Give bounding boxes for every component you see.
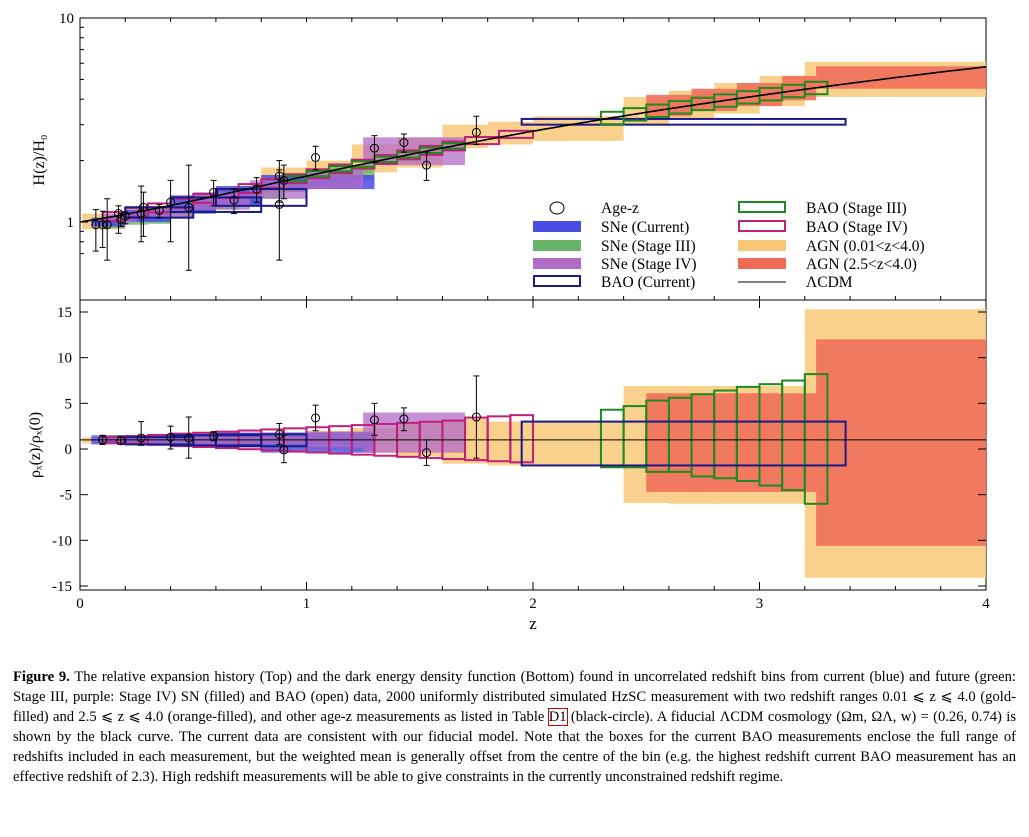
age-z-point [399, 414, 409, 424]
bao-current-box [520, 117, 847, 126]
legend-swatch-fill [533, 240, 581, 251]
bao-stage-iii-box [396, 151, 421, 159]
legend-label: BAO (Current) [601, 274, 695, 291]
age-z-point [138, 202, 148, 212]
bottom-xtick-label: 4 [982, 596, 990, 612]
x-axis-label: z [529, 614, 537, 633]
bao-stage-iii-box [418, 146, 444, 154]
age-z-point [91, 220, 101, 230]
legend-label: AGN (0.01<z<4.0) [806, 238, 925, 255]
bottom-ytick-label: -15 [52, 579, 72, 595]
age-z-point [369, 143, 379, 153]
bottom-ytick-label: -10 [52, 533, 72, 549]
age-z-point [471, 412, 481, 422]
age-z-point [154, 205, 164, 215]
age-z-point [279, 175, 289, 185]
bao-current-box [214, 188, 308, 207]
age-z-point [209, 187, 219, 197]
legend-label: SNe (Stage IV) [601, 256, 697, 273]
age-z-point [116, 436, 126, 446]
legend-label: SNe (Current) [601, 219, 689, 236]
age-z-point [311, 413, 321, 423]
legend-swatch-fill [533, 221, 581, 232]
age-z-point [166, 432, 176, 442]
top-ytick-label: 10 [59, 11, 74, 27]
age-z-point [116, 214, 126, 224]
legend-label: Age-z [601, 200, 639, 217]
legend-swatch-fill [533, 258, 581, 269]
lcdm-curve [79, 66, 987, 223]
figure-caption: Figure 9. The relative expansion history… [13, 667, 1016, 787]
sne-stage-iv-box [306, 169, 364, 190]
age-z-point [229, 195, 239, 205]
bottom-ytick-label: 10 [57, 351, 72, 367]
legend-swatch-open [738, 201, 786, 213]
age-z-point [274, 429, 284, 439]
legend-label: SNe (Stage III) [601, 238, 696, 255]
age-z-point [274, 199, 284, 209]
sne-current-box [91, 217, 126, 227]
agn-orange-box [816, 339, 986, 546]
age-z-point [184, 202, 194, 212]
bao-current-box [520, 420, 847, 467]
age-z-point [399, 138, 409, 148]
legend-swatch-fill [738, 240, 786, 251]
top-ytick-label: 1 [67, 215, 75, 231]
age-z-point [184, 433, 194, 443]
sne-stage-iv-box [363, 412, 466, 453]
bottom-xtick-label: 2 [529, 596, 537, 612]
age-z-point [136, 433, 146, 443]
legend-swatch-open [738, 220, 786, 232]
age-z-point [422, 448, 432, 458]
bottom-xtick-label: 0 [76, 596, 84, 612]
age-z-point [471, 127, 481, 137]
bottom-ylabel: ρₓ(z)/ρₓ(0) [27, 412, 44, 478]
bottom-ytick-label: -5 [60, 488, 73, 504]
legend-swatch-open [533, 275, 581, 287]
caption-text-part2: (black-circle). A fiducial ΛCDM cosmolog… [13, 709, 1016, 785]
legend-label: ΛCDM [806, 274, 853, 291]
age-z-point [136, 209, 146, 219]
bottom-xtick-label: 3 [756, 596, 764, 612]
bottom-ytick-label: 0 [65, 442, 73, 458]
caption-label: Figure 9. [13, 669, 70, 685]
caption-text-part1: The relative expansion history (Top) and… [13, 669, 1016, 725]
agn-gold-box [533, 421, 624, 467]
top-ylabel: H(z)/H₀ [31, 135, 48, 186]
age-z-point [102, 220, 112, 230]
age-z-point [209, 431, 219, 441]
legend-label: AGN (2.5<z<4.0) [806, 256, 917, 273]
bottom-xtick-label: 1 [303, 596, 311, 612]
bottom-ytick-label: 5 [65, 396, 73, 412]
bao-stage-iii-box [803, 373, 829, 505]
legend: Age-z SNe (Current) SNe (Stage III)SNe (St… [533, 200, 925, 291]
age-z-point [98, 435, 108, 445]
age-z-point [120, 211, 130, 221]
top-panel: 10 1 Age-z SNe (Current) SNe (Stage III)SNe… [31, 11, 987, 301]
bao-stage-iii-box [441, 142, 467, 150]
age-z-point [279, 445, 289, 455]
bao-stage-iv-box [498, 129, 534, 139]
age-z-point [369, 415, 379, 425]
bao-current-box [124, 436, 195, 446]
legend-label: BAO (Stage IV) [806, 219, 908, 236]
age-z-point [422, 160, 432, 170]
legend-swatch-circle [549, 201, 565, 215]
agn-orange-box [782, 393, 817, 492]
bao-stage-iii-box [328, 165, 353, 173]
legend-label: BAO (Stage III) [806, 200, 907, 217]
legend-swatch-fill [738, 258, 786, 269]
bao-stage-iii-box [305, 170, 331, 178]
bao-stage-iv-box [464, 136, 501, 146]
bao-stage-iii-box [803, 80, 829, 96]
age-z-point [166, 197, 176, 207]
age-z-point [252, 184, 262, 194]
age-z-point [98, 220, 108, 230]
age-z-point [311, 153, 321, 163]
bottom-ytick-label: 15 [57, 305, 72, 321]
bao-stage-iii-box [350, 160, 376, 168]
table-reference-link[interactable]: D1 [547, 708, 568, 726]
